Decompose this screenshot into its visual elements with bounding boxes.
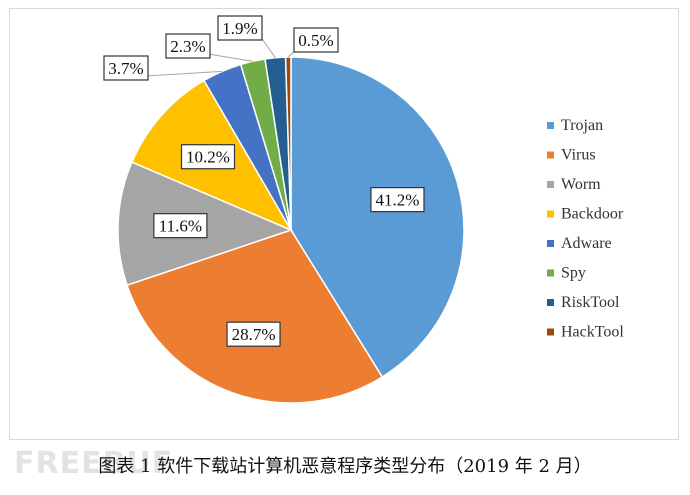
- data-label: 11.6%: [159, 217, 202, 236]
- legend-label-hacktool: HackTool: [561, 324, 624, 341]
- data-label: 28.7%: [232, 325, 276, 344]
- slice-hacktool: [284, 56, 292, 231]
- legend-swatch-worm: [547, 181, 554, 188]
- legend-label-worm: Worm: [561, 176, 601, 193]
- data-label-box: [165, 33, 211, 59]
- slice-virus: [126, 229, 384, 404]
- data-label: 41.2%: [376, 191, 420, 210]
- data-label: 3.7%: [108, 59, 143, 78]
- legend-swatch-spy: [547, 269, 554, 277]
- legend: Trojan Virus Worm Backdoor Adware Spy RiskTool…: [547, 117, 624, 341]
- leader-line: [145, 70, 222, 77]
- legend-label-risktool: RiskTool: [561, 294, 620, 311]
- watermark: FREEBUF: [14, 446, 174, 481]
- data-labels: 41.2% 28.7% 11.6% 10.2% 3.7% 2.3% 1.9% 0.5%: [103, 15, 425, 347]
- data-label-box: [217, 15, 263, 41]
- legend-label-backdoor: Backdoor: [561, 206, 624, 223]
- legend-label-spy: Spy: [561, 265, 586, 282]
- data-label-box: [180, 144, 236, 170]
- legend-label-adware: Adware: [561, 235, 612, 252]
- data-label-box: [370, 187, 425, 213]
- data-label: 2.3%: [170, 37, 205, 56]
- legend-swatch-trojan: [547, 122, 554, 129]
- data-label-box: [293, 27, 339, 53]
- legend-swatch-risktool: [547, 299, 554, 306]
- data-label-box: [226, 321, 281, 347]
- legend-label-trojan: Trojan: [561, 117, 603, 134]
- data-label-box: [103, 55, 149, 81]
- data-label: 1.9%: [222, 19, 257, 38]
- figure-caption: 图表 1 软件下载站计算机恶意程序类型分布（2019 年 2 月）: [98, 456, 592, 477]
- data-label-box: [153, 213, 208, 239]
- data-label: 0.5%: [298, 31, 333, 50]
- legend-swatch-backdoor: [547, 210, 554, 218]
- legend-swatch-adware: [547, 240, 554, 247]
- chart-frame: [9, 8, 679, 440]
- leader-line: [207, 53, 253, 62]
- slice-trojan: [290, 56, 465, 379]
- legend-swatch-virus: [547, 151, 554, 159]
- legend-swatch-hacktool: [547, 328, 554, 336]
- data-label: 10.2%: [186, 148, 230, 167]
- legend-label-virus: Virus: [561, 147, 596, 164]
